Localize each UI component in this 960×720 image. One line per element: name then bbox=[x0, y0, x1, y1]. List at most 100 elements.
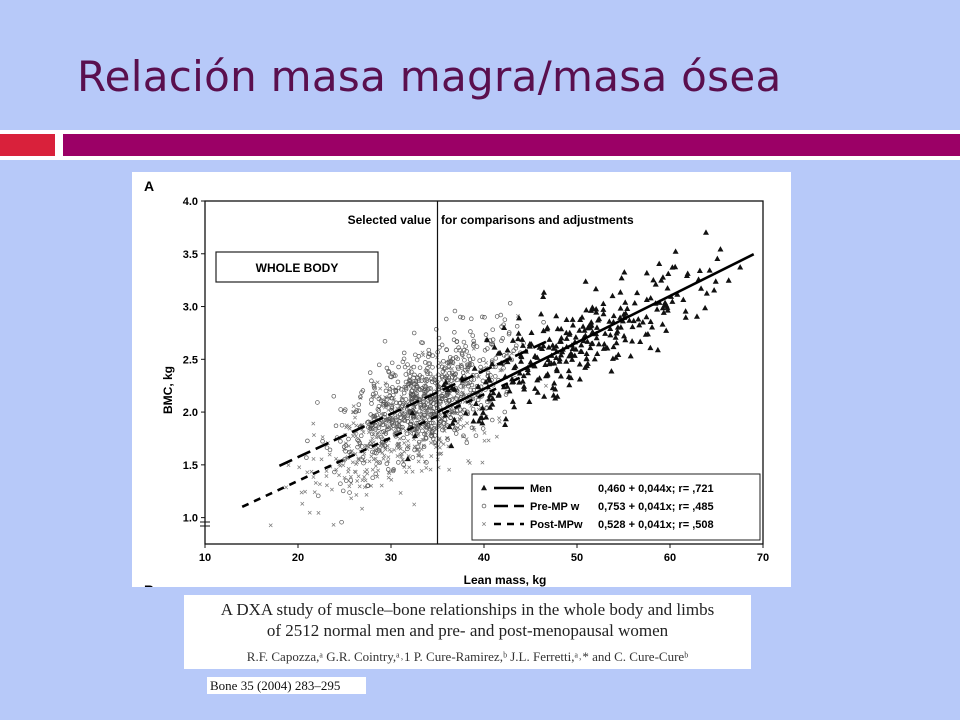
cross-point bbox=[355, 479, 360, 483]
circle-point bbox=[371, 381, 377, 387]
cross-point bbox=[402, 449, 407, 454]
circle-point bbox=[400, 359, 406, 365]
circle-point bbox=[445, 437, 450, 442]
circle-point bbox=[469, 425, 475, 431]
circle-point bbox=[454, 408, 460, 413]
cross-point bbox=[357, 484, 362, 489]
triangle-point bbox=[593, 309, 600, 315]
triangle-point bbox=[557, 373, 564, 379]
triangle-point bbox=[629, 323, 636, 330]
cross-point bbox=[476, 407, 481, 412]
circle-point bbox=[448, 415, 453, 421]
circle-point bbox=[420, 428, 425, 434]
cross-point bbox=[471, 346, 476, 351]
circle-point bbox=[355, 444, 360, 450]
circle-point bbox=[480, 426, 486, 431]
circle-point bbox=[427, 361, 432, 366]
triangle-point bbox=[551, 380, 558, 386]
triangle-point bbox=[531, 362, 538, 369]
circle-point bbox=[399, 410, 405, 416]
circle-point bbox=[315, 400, 320, 405]
circle-point bbox=[411, 330, 417, 336]
circle-point bbox=[385, 427, 390, 432]
circle-point bbox=[376, 408, 382, 413]
triangle-point bbox=[576, 327, 583, 333]
triangle-point bbox=[448, 442, 455, 449]
circle-point bbox=[401, 435, 406, 441]
cross-point bbox=[386, 455, 391, 460]
circle-point bbox=[482, 315, 487, 320]
legend-triangle-marker bbox=[481, 484, 487, 491]
circle-point bbox=[401, 417, 407, 423]
circle-point bbox=[403, 372, 409, 377]
triangle-point bbox=[656, 260, 663, 267]
cross-point bbox=[334, 456, 339, 461]
cross-point bbox=[360, 478, 365, 483]
triangle-point bbox=[702, 304, 709, 311]
circle-point bbox=[420, 415, 425, 420]
triangle-point bbox=[506, 387, 513, 394]
circle-point bbox=[425, 366, 430, 371]
circle-point bbox=[463, 344, 468, 349]
cross-point bbox=[497, 416, 501, 421]
cross-point bbox=[480, 460, 485, 465]
triangle-point bbox=[442, 412, 449, 418]
ref-line-label-left: Selected value bbox=[348, 213, 432, 227]
cross-point bbox=[356, 474, 361, 479]
triangle-point bbox=[540, 327, 547, 334]
cross-point bbox=[451, 395, 456, 400]
triangle-point bbox=[489, 360, 496, 367]
triangle-point bbox=[674, 291, 681, 297]
circle-point bbox=[348, 478, 353, 483]
triangle-point bbox=[577, 348, 584, 354]
circle-point bbox=[369, 397, 374, 403]
circle-point bbox=[458, 425, 463, 430]
triangle-point bbox=[483, 414, 490, 420]
cross-point bbox=[337, 473, 341, 478]
circle-point bbox=[452, 375, 458, 381]
circle-point bbox=[405, 446, 410, 452]
triangle-point bbox=[532, 385, 539, 391]
triangle-point bbox=[480, 409, 487, 415]
cross-point bbox=[408, 365, 413, 370]
circle-point bbox=[396, 427, 401, 433]
circle-point bbox=[339, 422, 345, 428]
triangle-point bbox=[696, 267, 703, 273]
circle-point bbox=[451, 372, 457, 378]
circle-point bbox=[358, 394, 363, 400]
circle-point bbox=[401, 390, 407, 396]
cross-point bbox=[429, 440, 433, 445]
y-tick-label: 2.5 bbox=[183, 354, 198, 366]
legend-series-name: Men bbox=[530, 483, 552, 495]
circle-point bbox=[440, 395, 445, 401]
circle-point bbox=[507, 301, 513, 306]
triangle-point bbox=[664, 285, 671, 291]
cross-point bbox=[364, 492, 369, 497]
cross-point bbox=[417, 453, 422, 458]
cross-point bbox=[380, 450, 385, 455]
circle-point bbox=[478, 364, 483, 370]
cross-point bbox=[355, 460, 360, 465]
triangle-point bbox=[702, 229, 709, 235]
cross-point bbox=[365, 444, 370, 448]
cross-point bbox=[317, 482, 322, 487]
triangle-point bbox=[545, 356, 552, 363]
circle-point bbox=[406, 369, 412, 374]
triangle-point bbox=[509, 398, 516, 404]
circle-point bbox=[514, 324, 520, 329]
triangle-point bbox=[556, 338, 563, 344]
cross-point bbox=[456, 421, 460, 426]
legend-cross-marker bbox=[482, 522, 486, 526]
cross-point bbox=[324, 483, 329, 488]
chart-legend: Men 0,460 + 0,044x; r= ,721 Pre-MP w 0,753 … bbox=[471, 473, 761, 541]
triangle-point bbox=[519, 378, 526, 384]
circle-point bbox=[403, 397, 409, 402]
cross-point bbox=[419, 454, 424, 459]
triangle-point bbox=[486, 395, 493, 402]
cross-point bbox=[446, 366, 451, 371]
slide-title: Relación masa magra/masa ósea bbox=[77, 52, 782, 101]
circle-point bbox=[470, 406, 476, 412]
circle-point bbox=[373, 471, 379, 477]
triangle-point bbox=[650, 276, 657, 283]
circle-point bbox=[393, 415, 398, 421]
